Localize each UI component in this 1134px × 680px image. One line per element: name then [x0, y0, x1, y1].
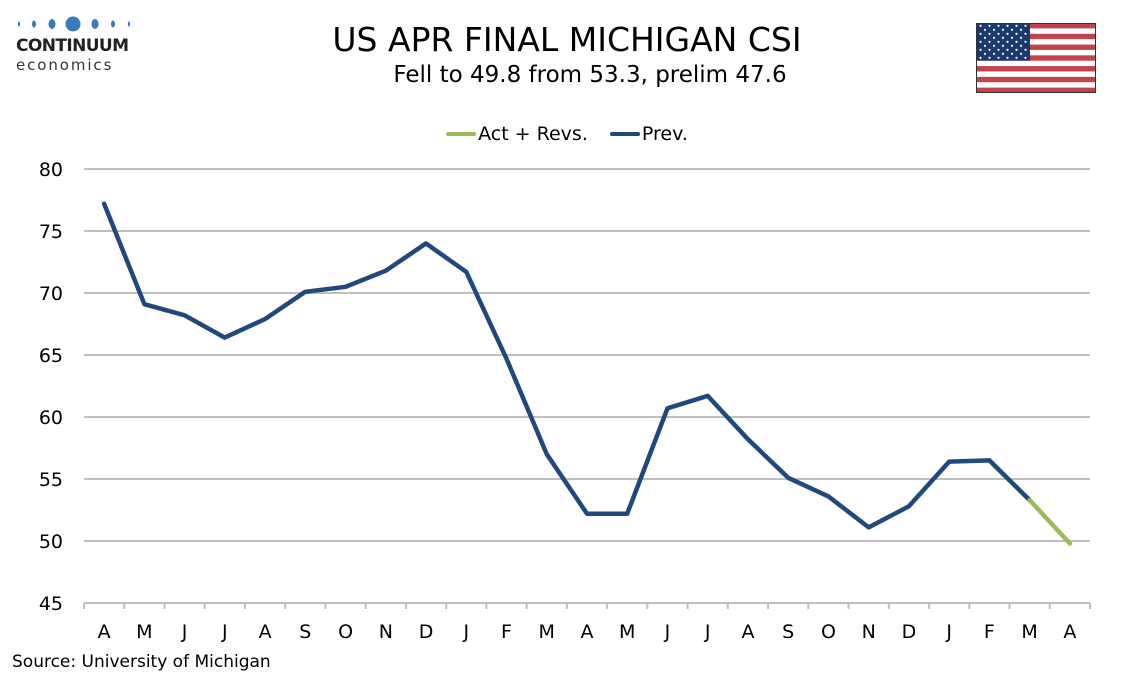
x-tick-label: J	[704, 621, 711, 643]
y-tick-label: 55	[39, 469, 63, 491]
x-tick-label: D	[902, 621, 917, 643]
x-tick-label: D	[419, 621, 434, 643]
legend-swatch-blue	[609, 132, 640, 136]
series-line-prev	[101, 201, 1032, 530]
chart-legend: Act + Revs. Prev.	[0, 119, 1134, 145]
x-tick-label: A	[98, 621, 111, 643]
y-tick-label: 45	[39, 593, 63, 615]
x-tick-label: M	[1021, 621, 1037, 643]
x-tick-label: A	[1063, 621, 1076, 643]
continuum-logo: CONTINUUM economics	[14, 14, 134, 74]
chart-subtitle: Fell to 49.8 from 53.3, prelim 47.6	[393, 62, 787, 88]
x-tick-label: J	[945, 621, 952, 643]
x-tick-label: A	[259, 621, 272, 643]
y-tick-label: 75	[39, 221, 63, 243]
logo-name: CONTINUUM	[16, 36, 129, 56]
legend-label: Prev.	[641, 123, 688, 145]
x-tick-label: O	[821, 621, 836, 643]
series-line-act-revs	[1027, 497, 1073, 546]
y-tick-label: 50	[39, 531, 63, 553]
x-tick-label: M	[619, 621, 635, 643]
logo-subtitle: economics	[16, 56, 114, 74]
legend-item-act-revs: Act + Revs.	[446, 123, 588, 145]
logo-dots-icon	[18, 16, 130, 32]
y-tick-label: 65	[39, 345, 63, 367]
x-tick-label: O	[338, 621, 353, 643]
chart-title: US APR FINAL MICHIGAN CSI	[332, 20, 802, 59]
x-tick-label: N	[379, 621, 393, 643]
y-tick-label: 60	[39, 407, 63, 429]
x-tick-label: A	[741, 621, 754, 643]
y-tick-label: 80	[39, 159, 63, 181]
x-tick-label: A	[581, 621, 594, 643]
legend-label: Act + Revs.	[478, 123, 588, 145]
x-tick-label: J	[462, 621, 469, 643]
y-axis-ticks: 45 50 55 60 65 70 75 80	[39, 159, 63, 615]
source-note: Source: University of Michigan	[12, 652, 271, 672]
x-tick-label: F	[984, 621, 995, 643]
x-tick-label: S	[782, 621, 794, 643]
x-tick-label: M	[539, 621, 555, 643]
x-tick-label: J	[221, 621, 228, 643]
gridlines	[84, 168, 1090, 542]
x-axis	[83, 602, 1091, 609]
x-tick-label: J	[664, 621, 671, 643]
us-flag-icon	[976, 23, 1096, 93]
x-tick-label: S	[299, 621, 311, 643]
x-tick-label: F	[501, 621, 512, 643]
x-tick-label: M	[136, 621, 152, 643]
series-lines	[101, 201, 1073, 546]
x-tick-label: N	[862, 621, 876, 643]
y-tick-label: 70	[39, 283, 63, 305]
x-tick-label: J	[181, 621, 188, 643]
legend-swatch-green	[446, 132, 477, 136]
legend-item-prev: Prev.	[609, 123, 688, 145]
